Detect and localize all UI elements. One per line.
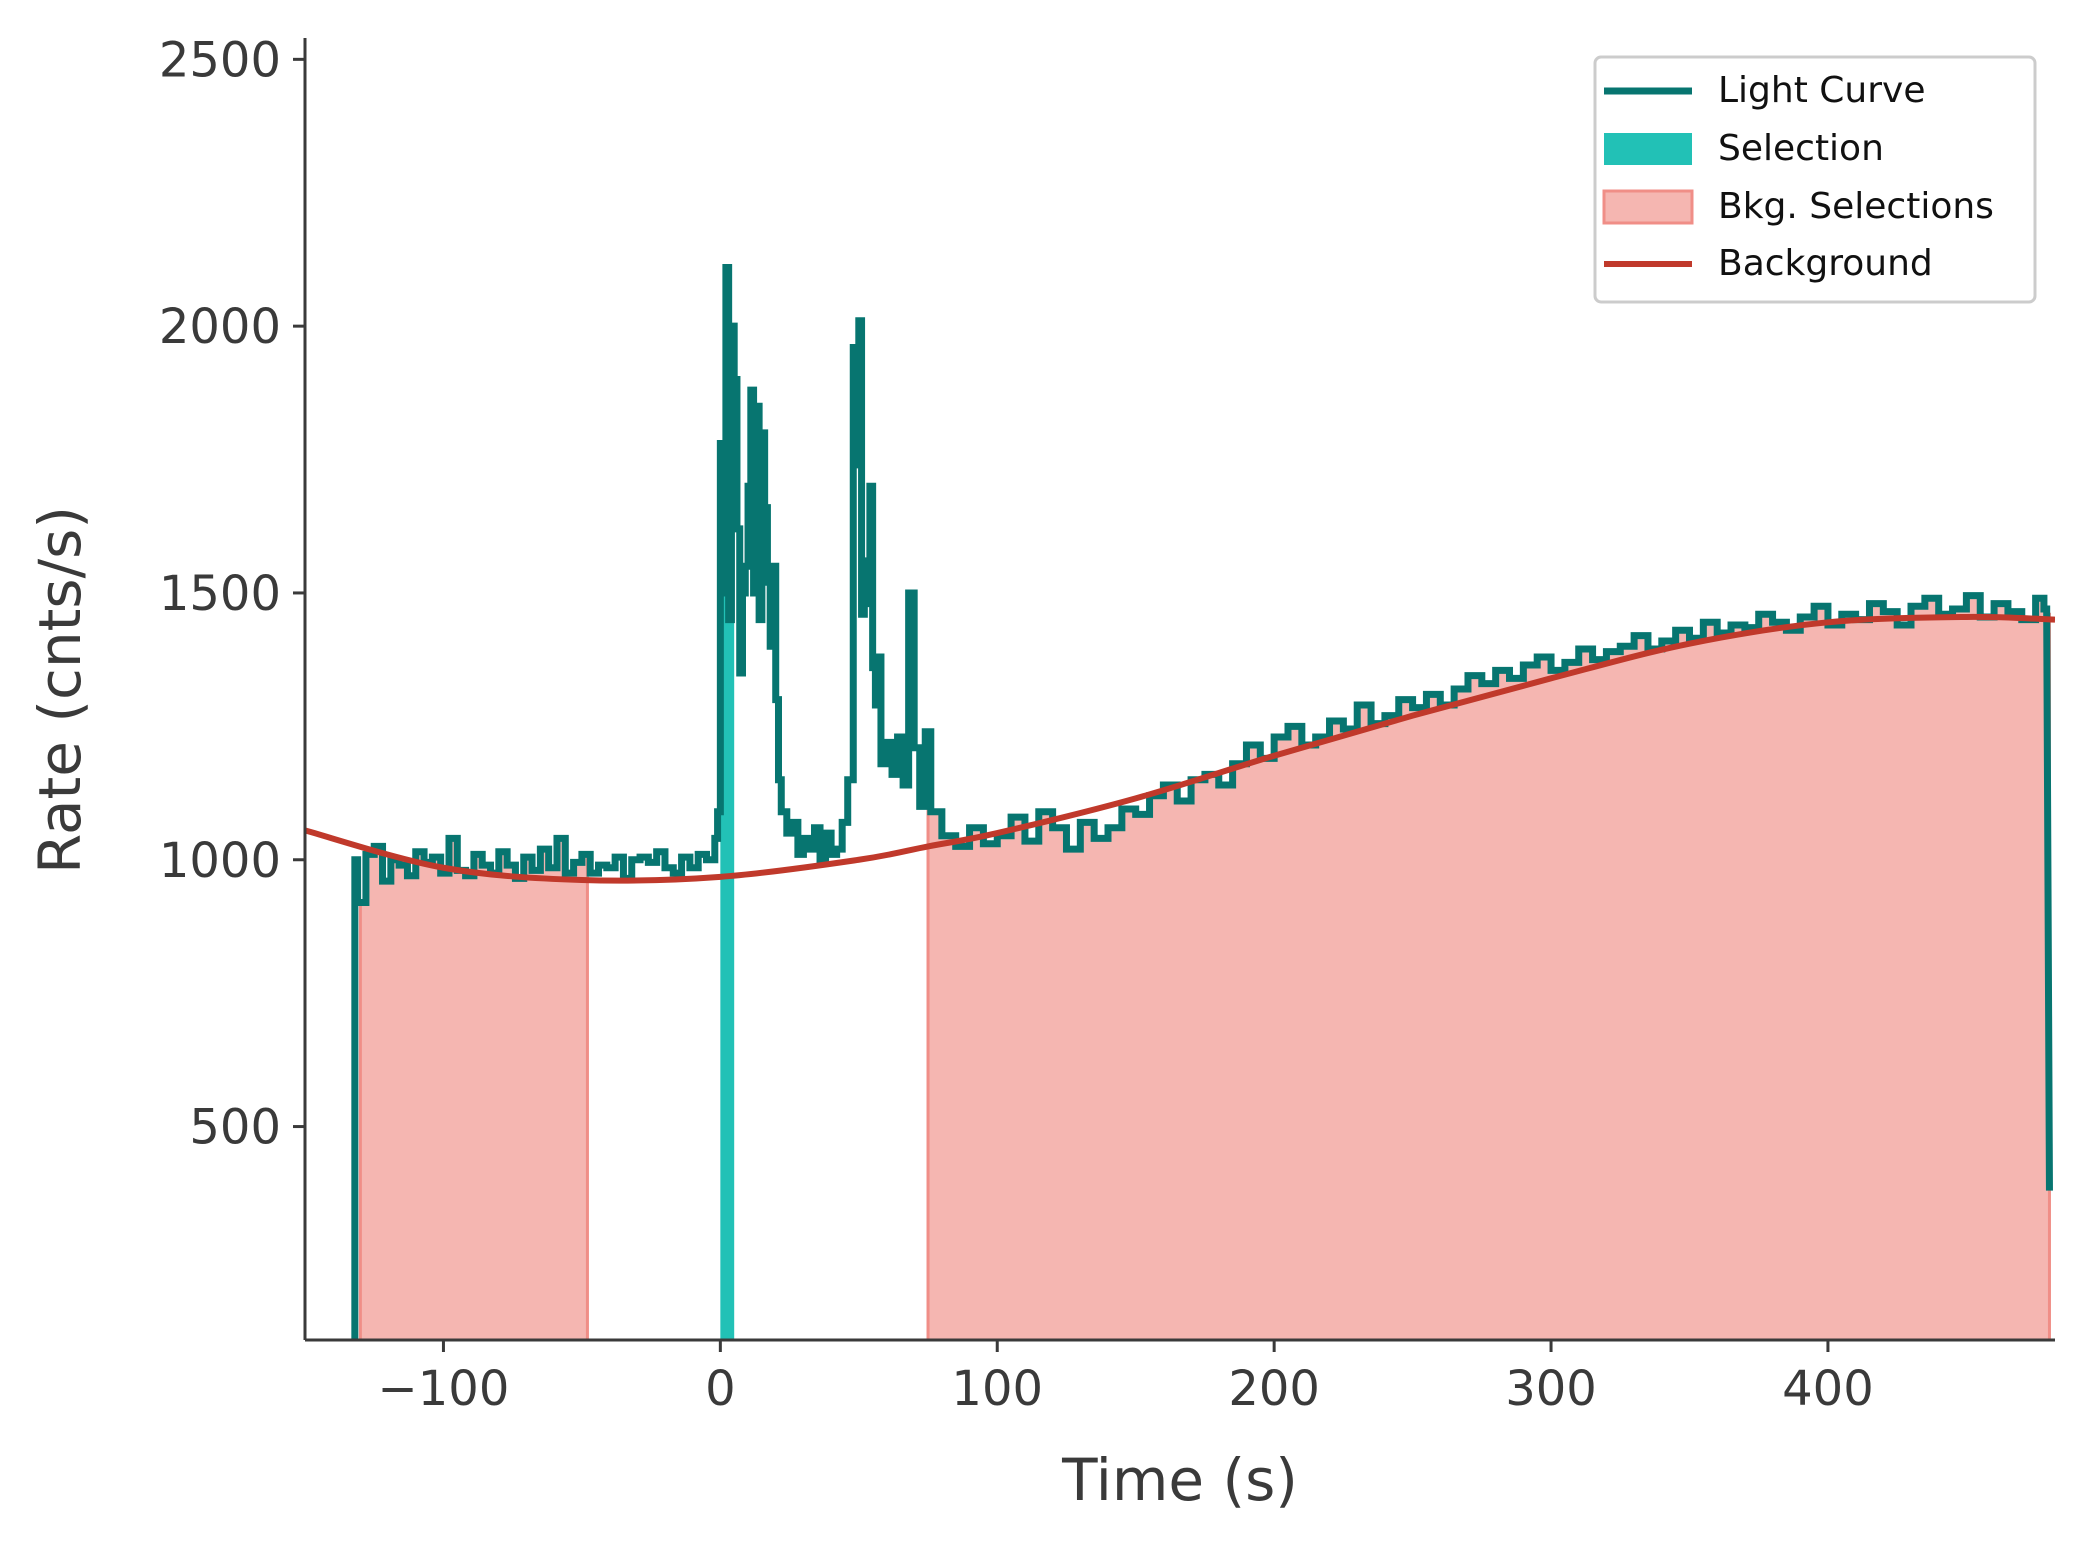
y-tick-label: 1500 bbox=[159, 566, 281, 622]
x-tick-label: 300 bbox=[1505, 1361, 1597, 1417]
plot-area bbox=[305, 263, 2055, 1340]
selection-region bbox=[720, 267, 735, 1340]
x-tick-label: −100 bbox=[378, 1361, 510, 1417]
legend-background-label: Background bbox=[1718, 243, 1933, 284]
y-tick-label: 2000 bbox=[159, 299, 281, 355]
x-tick-label: 100 bbox=[951, 1361, 1043, 1417]
y-tick-label: 500 bbox=[189, 1100, 281, 1156]
selection-fill bbox=[720, 267, 735, 1340]
background-model-series bbox=[305, 613, 2055, 884]
y-tick-label: 1000 bbox=[159, 833, 281, 889]
legend-bkg-selections-swatch bbox=[1602, 189, 1694, 225]
legend-bkg-selections-label: Bkg. Selections bbox=[1718, 186, 1994, 227]
x-tick-label: 0 bbox=[705, 1361, 736, 1417]
legend-light-curve-label: Light Curve bbox=[1718, 70, 1926, 111]
x-tick-label: 200 bbox=[1228, 1361, 1320, 1417]
x-axis-ticks: −100 0 100 200 300 400 bbox=[378, 1340, 1874, 1417]
x-axis-label: Time (s) bbox=[1061, 1446, 1298, 1514]
legend-selection-label: Selection bbox=[1718, 128, 1884, 169]
legend: Light Curve Selection Bkg. Selections Ba… bbox=[1593, 55, 2037, 304]
bkg-selection-1 bbox=[358, 836, 589, 1340]
light-curve-series bbox=[351, 263, 2053, 1340]
y-tick-label: 2500 bbox=[159, 32, 281, 88]
legend-selection-swatch bbox=[1604, 133, 1692, 165]
y-axis-label: Rate (cnts/s) bbox=[26, 506, 94, 874]
y-axis-ticks: 500 1000 1500 2000 2500 bbox=[159, 32, 305, 1156]
legend-frame bbox=[1593, 55, 2037, 304]
x-tick-label: 400 bbox=[1782, 1361, 1874, 1417]
